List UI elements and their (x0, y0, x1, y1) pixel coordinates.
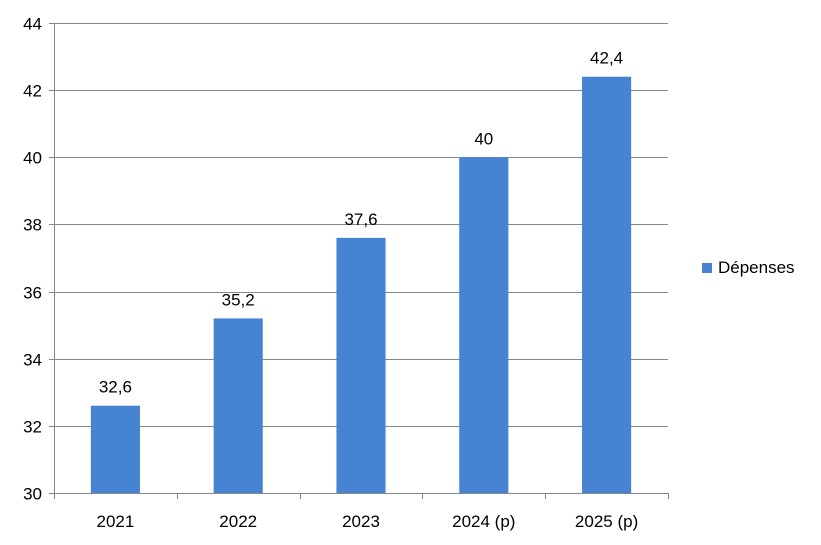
y-axis-tick-label: 42 (23, 82, 42, 101)
bars (90, 76, 632, 494)
y-axis-tick-labels: 30 32 34 36 38 40 42 44 (23, 15, 42, 504)
bar (582, 76, 632, 493)
legend-label: Dépenses (718, 258, 795, 277)
axes (49, 23, 669, 499)
data-label: 40 (474, 129, 493, 148)
x-axis-tick-label: 2021 (96, 512, 134, 531)
y-axis-tick-label: 36 (23, 284, 42, 303)
y-axis-tick-label: 40 (23, 149, 42, 168)
y-axis-tick-label: 44 (23, 15, 42, 34)
y-axis-tick-label: 32 (23, 418, 42, 437)
data-label: 32,6 (99, 378, 132, 397)
data-labels: 32,6 35,2 37,6 40 42,4 (99, 49, 623, 397)
legend-swatch (702, 263, 712, 273)
bar (336, 237, 386, 493)
x-axis-tick-label: 2023 (342, 512, 380, 531)
data-label: 37,6 (344, 210, 377, 229)
x-axis-tick-label: 2025 (p) (575, 512, 638, 531)
data-label: 35,2 (222, 290, 255, 309)
x-axis-tick-label: 2024 (p) (452, 512, 515, 531)
x-axis-tick-label: 2022 (219, 512, 257, 531)
legend: Dépenses (702, 258, 795, 277)
y-axis-tick-label: 30 (23, 485, 42, 504)
data-label: 42,4 (590, 49, 623, 68)
y-axis-tick-label: 38 (23, 216, 42, 235)
bar (90, 405, 140, 493)
x-axis-tick-labels: 2021 2022 2023 2024 (p) 2025 (p) (96, 512, 638, 531)
bar (459, 157, 509, 494)
bar (213, 318, 263, 493)
y-axis-tick-label: 34 (23, 351, 42, 370)
